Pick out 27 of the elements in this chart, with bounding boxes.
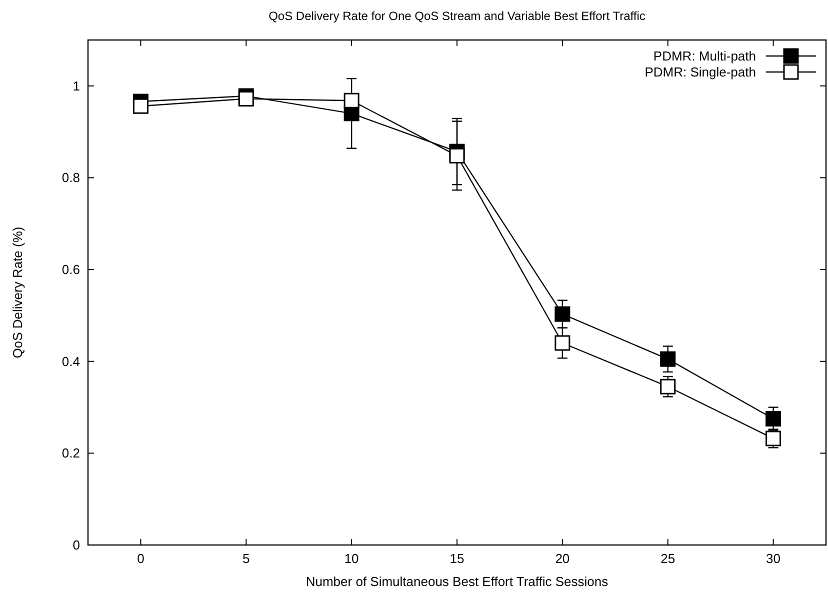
x-tick-label: 15 xyxy=(450,551,464,566)
y-axis-title: QoS Delivery Rate (%) xyxy=(10,226,25,358)
point xyxy=(554,335,570,351)
point xyxy=(449,148,465,164)
x-tick-label: 10 xyxy=(344,551,359,566)
y-tick-label: 1 xyxy=(72,78,80,94)
y-tick-label: 0.6 xyxy=(62,262,80,278)
y-tick-label: 0.2 xyxy=(62,446,80,461)
point xyxy=(132,98,148,114)
legend-label: PDMR: Single-path xyxy=(644,64,756,80)
point xyxy=(344,92,360,108)
point xyxy=(660,378,676,394)
x-tick-label: 0 xyxy=(137,551,144,566)
x-tick-label: 5 xyxy=(242,551,250,566)
x-tick-label: 30 xyxy=(766,551,781,566)
legend-label: PDMR: Multi-path xyxy=(653,48,756,64)
chart-title: QoS Delivery Rate for One QoS Stream and Variable Best Effort Traffic xyxy=(268,9,646,23)
x-tick-label: 25 xyxy=(660,551,676,566)
x-tick-label: 20 xyxy=(555,551,570,566)
x-axis-title: Number of Simultaneous Best Effort Traffic Sessions xyxy=(306,574,609,589)
point xyxy=(554,306,570,322)
point xyxy=(766,411,782,426)
point xyxy=(660,351,676,367)
point xyxy=(238,91,254,107)
y-tick-label: 0.4 xyxy=(62,354,80,369)
y-tick-label: 0 xyxy=(72,538,80,552)
y-tick-label: 0.8 xyxy=(62,170,80,186)
